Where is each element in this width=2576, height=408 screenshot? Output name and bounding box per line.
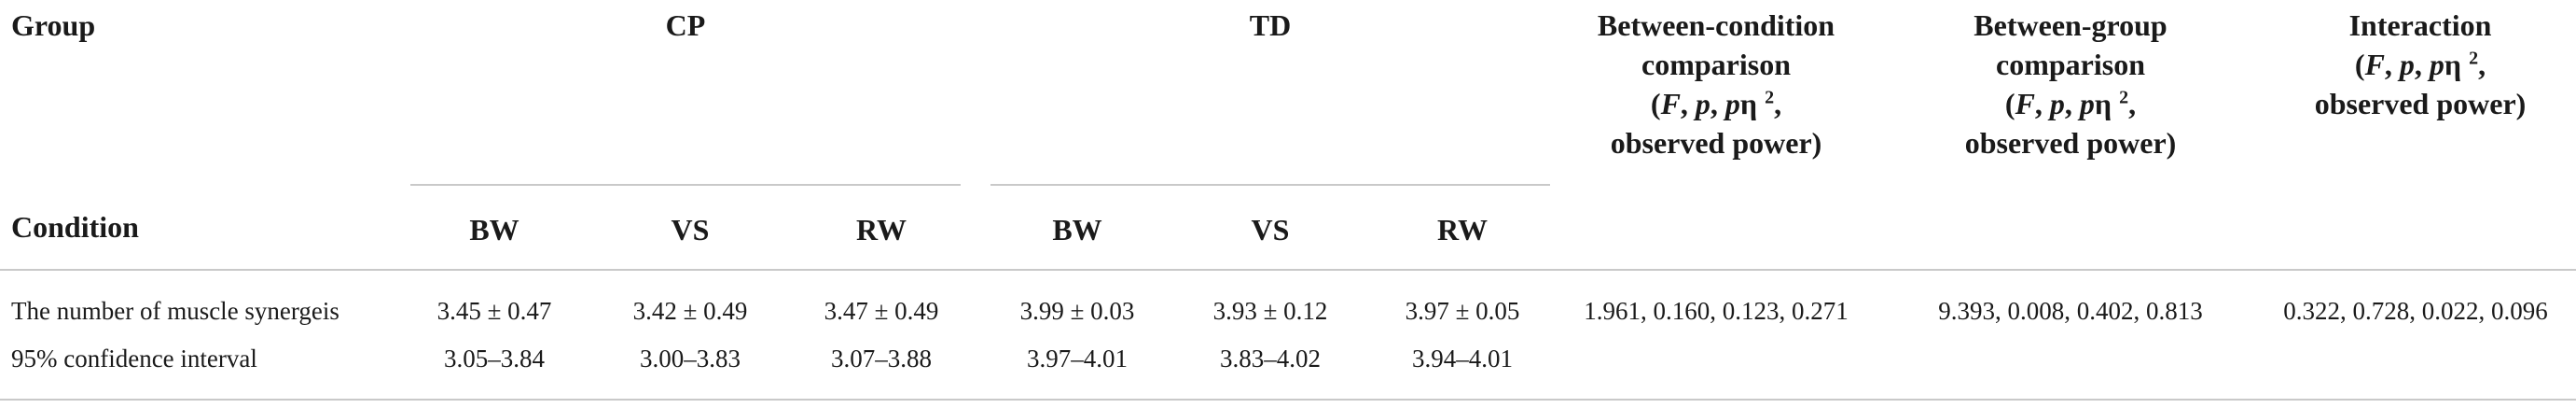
between-condition-line1: Between-condition (1597, 8, 1835, 42)
table-cell: 3.00–3.83 (640, 345, 741, 373)
cp-header: CP (665, 8, 706, 42)
interaction-line3: observed power) (2314, 87, 2527, 120)
table-cell: 3.45 ± 0.47 (436, 297, 552, 325)
header-rule (0, 269, 2576, 271)
row-label: The number of muscle synergeis (11, 297, 339, 325)
group-header: Group (11, 8, 96, 42)
between-group-line1: Between-group (1974, 8, 2167, 42)
table-cell: 3.07–3.88 (831, 345, 932, 373)
table-cell: 3.05–3.84 (444, 345, 545, 373)
between-group-line3: (F, p, pη 2, (2004, 87, 2137, 120)
table-cell: 3.42 ± 0.49 (632, 297, 748, 325)
between-condition-line4: observed power) (1610, 126, 1822, 160)
table-cell: 3.94–4.01 (1412, 345, 1513, 373)
cp-spanner-rule (410, 184, 961, 186)
sub-col-td-bw: BW (1052, 213, 1102, 246)
row-label: 95% confidence interval (11, 345, 257, 373)
bottom-rule (0, 399, 2576, 401)
interaction-line1: Interaction (2348, 8, 2492, 42)
interaction-line2: (F, p, pη 2, (2354, 48, 2486, 81)
between-condition-line2: comparison (1641, 48, 1791, 81)
condition-header: Condition (11, 210, 139, 244)
td-spanner-rule (990, 184, 1550, 186)
between-condition-header: Between-condition comparison (F, p, pη 2… (1548, 6, 1884, 162)
interaction-value: 0.322, 0.728, 0.022, 0.096 (2283, 297, 2548, 325)
between-condition-line3: (F, p, pη 2, (1650, 87, 1782, 120)
sub-col-td-vs: VS (1251, 213, 1290, 246)
sub-col-cp-rw: RW (856, 213, 907, 246)
between-group-line2: comparison (1996, 48, 2145, 81)
interaction-header: Interaction (F, p, pη 2, observed power) (2276, 6, 2565, 123)
between-group-value: 9.393, 0.008, 0.402, 0.813 (1938, 297, 2203, 325)
table-cell: 3.99 ± 0.03 (1019, 297, 1135, 325)
sub-col-td-rw: RW (1437, 213, 1488, 246)
table-cell: 3.97–4.01 (1027, 345, 1128, 373)
sub-col-cp-bw: BW (469, 213, 519, 246)
td-header: TD (1249, 8, 1292, 42)
table-cell: 3.47 ± 0.49 (824, 297, 939, 325)
table-cell: 3.93 ± 0.12 (1212, 297, 1328, 325)
table-cell: 3.83–4.02 (1220, 345, 1321, 373)
sub-col-cp-vs: VS (671, 213, 710, 246)
between-condition-value: 1.961, 0.160, 0.123, 0.271 (1584, 297, 1849, 325)
table-cell: 3.97 ± 0.05 (1405, 297, 1520, 325)
between-group-line4: observed power) (1964, 126, 2177, 160)
between-group-header: Between-group comparison (F, p, pη 2, ob… (1903, 6, 2238, 162)
